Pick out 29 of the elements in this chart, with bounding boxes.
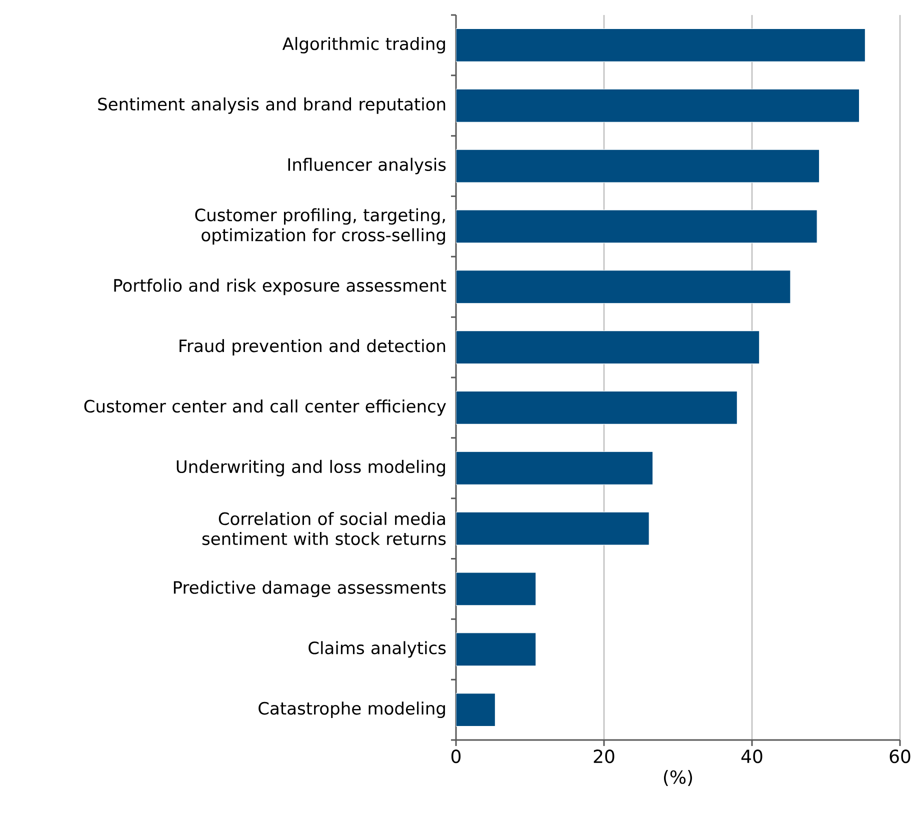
bar [456,149,820,183]
bar [456,693,496,727]
y-tick-label: Correlation of social media sentiment with stock returns [202,512,446,546]
x-tick-label: 20 [594,750,614,764]
y-tick-label: Claims analytics [308,641,446,658]
y-tick-label: Customer profiling, targeting, optimization for cross-selling [195,208,445,245]
x-tick-label: 0 [451,750,461,764]
bar [456,210,818,244]
bar [456,451,654,485]
bar [456,88,860,122]
y-tick-label: Predictive damage assessments [174,580,446,598]
y-tick-label: Fraud prevention and detection [180,339,446,356]
y-tick-label: Catastrophe modeling [258,702,445,718]
bar [456,390,738,425]
y-tick-label: Sentiment analysis and brand reputation [98,97,446,114]
bar [456,632,536,666]
y-tick-label: Algorithmic trading [282,36,445,54]
bar [456,572,536,606]
y-tick-label: Influencer analysis [288,158,446,174]
y-tick-label: Portfolio and risk exposure assessment [114,278,446,296]
y-tick-label: Underwriting and loss modeling [176,460,445,476]
x-tick-label: 60 [890,750,910,764]
bar [456,270,791,304]
y-tick-label: Customer center and call center efficiency [84,399,446,416]
x-axis-title: (%) [664,770,692,786]
x-tick-label: 40 [741,750,762,764]
bar [456,330,760,364]
bar [456,512,650,546]
bar [456,28,866,62]
